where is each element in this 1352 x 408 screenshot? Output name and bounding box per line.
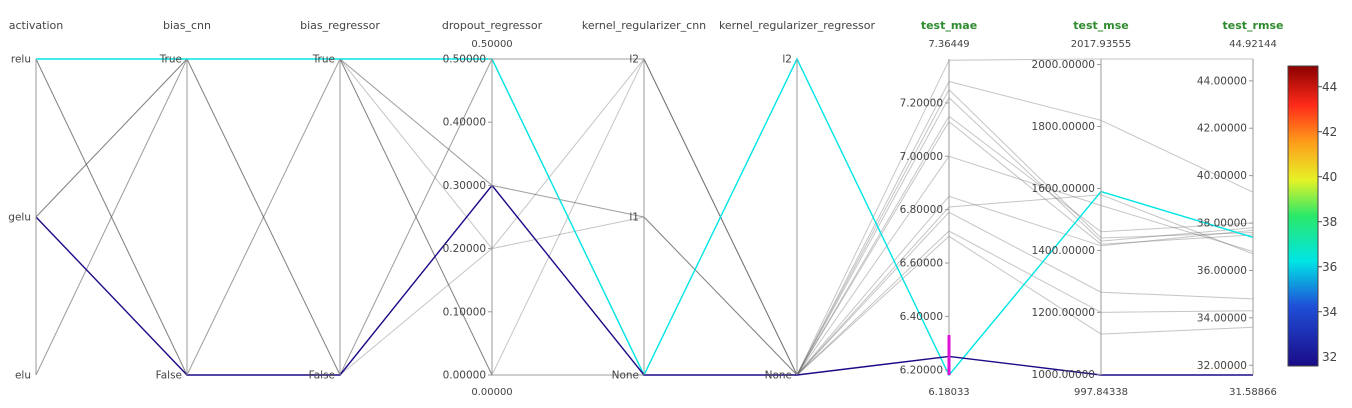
- category-label-l1: l1: [629, 212, 639, 224]
- tick-label: 2000.00000: [1032, 59, 1095, 71]
- category-label-relu: relu: [11, 54, 31, 66]
- tick-label: 1000.00000: [1032, 369, 1095, 381]
- range-min-label: 31.58866: [1229, 387, 1277, 398]
- category-label-false: False: [309, 370, 335, 382]
- range-max-label: 7.36449: [928, 39, 969, 50]
- tick-label: 1200.00000: [1032, 307, 1095, 319]
- tick-label: 44.00000: [1197, 75, 1247, 87]
- tick-label: 6.60000: [900, 258, 943, 270]
- range-min-label: 997.84338: [1074, 387, 1128, 398]
- axis-bias-regressor: bias_regressor True False: [300, 19, 380, 382]
- range-max-label: 0.50000: [471, 39, 512, 50]
- axis-kernel-regularizer-regressor: kernel_regularizer_regressor l2 None: [719, 19, 876, 382]
- tick-label: 0.00000: [443, 370, 486, 382]
- colorbar-tick-label: 32: [1322, 350, 1337, 364]
- range-max-label: 2017.93555: [1071, 39, 1131, 50]
- tick-label: 34.00000: [1197, 312, 1247, 324]
- axis-title[interactable]: bias_regressor: [300, 19, 380, 32]
- axis-title[interactable]: test_mse: [1073, 19, 1129, 32]
- tick-label: 7.00000: [900, 151, 943, 163]
- category-label-true: True: [312, 54, 335, 66]
- tick-label: 40.00000: [1197, 170, 1247, 182]
- tick-label: 0.40000: [443, 117, 486, 129]
- tick-label: 36.00000: [1197, 265, 1247, 277]
- category-label-l2: l2: [782, 54, 792, 66]
- colorbar-tick-label: 42: [1322, 125, 1337, 139]
- category-label-gelu: gelu: [8, 212, 31, 224]
- tick-label: 0.30000: [443, 180, 486, 192]
- tick-label: 6.20000: [900, 364, 943, 376]
- brush-selection[interactable]: [947, 335, 951, 376]
- category-label-true: True: [159, 54, 182, 66]
- tick-label: 1800.00000: [1032, 121, 1095, 133]
- category-label-none: None: [765, 370, 792, 382]
- tick-label: 0.20000: [443, 243, 486, 255]
- axis-title[interactable]: test_mae: [921, 19, 977, 32]
- tick-label: 0.10000: [443, 306, 486, 318]
- axes: activationrelugeluelubias_cnnTrueFalsebi…: [8, 19, 1283, 398]
- tick-label: 6.80000: [900, 204, 943, 216]
- axis-test-rmse: test_rmse 44.92144 31.58866 32.00000 34.0000…: [1197, 19, 1284, 398]
- range-min-label: 6.18033: [928, 387, 969, 398]
- colorbar: 34 36 38 40 42 44 32: [1287, 65, 1337, 367]
- tick-label: 32.00000: [1197, 360, 1247, 372]
- tick-label: 7.20000: [900, 97, 943, 109]
- axis-activation: activation relu gelu elu: [8, 19, 63, 382]
- category-label-elu: elu: [15, 370, 31, 382]
- colorbar-tick-label: 38: [1322, 215, 1337, 229]
- tick-label: 38.00000: [1197, 218, 1247, 230]
- category-label-none: None: [612, 370, 639, 382]
- category-label-false: False: [156, 370, 182, 382]
- range-min-label: 0.00000: [471, 387, 512, 398]
- colorbar-tick-label: 40: [1322, 170, 1337, 184]
- axis-title[interactable]: activation: [9, 19, 64, 32]
- colorbar-tick-label: 36: [1322, 260, 1337, 274]
- range-max-label: 44.92144: [1229, 39, 1277, 50]
- axis-title[interactable]: test_rmse: [1223, 19, 1284, 32]
- colorbar-tick-label: 34: [1322, 305, 1337, 319]
- category-label-l2: l2: [629, 54, 639, 66]
- tick-label: 6.40000: [900, 311, 943, 323]
- axis-kernel-regularizer-cnn: kernel_regularizer_cnn l2 l1 None: [582, 19, 706, 382]
- axis-test-mse: test_mse 2017.93555 997.84338 1000.00000 120…: [1032, 19, 1132, 398]
- axis-title[interactable]: dropout_regressor: [442, 19, 543, 32]
- axis-bias-cnn: bias_cnn True False: [156, 19, 211, 382]
- colorbar-gradient: [1287, 65, 1319, 367]
- tick-label: 1400.00000: [1032, 245, 1095, 257]
- axis-title[interactable]: kernel_regularizer_regressor: [719, 19, 876, 32]
- tick-label: 1600.00000: [1032, 183, 1095, 195]
- tick-label: 42.00000: [1197, 123, 1247, 135]
- axis-test-mae: test_mae 7.36449 6.18033 6.20000 6.40000 6.60…: [900, 19, 978, 398]
- tick-label: 0.50000: [443, 54, 486, 66]
- colorbar-tick-label: 44: [1322, 80, 1337, 94]
- axis-title[interactable]: bias_cnn: [163, 19, 211, 32]
- axis-title[interactable]: kernel_regularizer_cnn: [582, 19, 706, 32]
- axis-dropout-regressor: dropout_regressor 0.50000 0.00000 0.00000 0.…: [442, 19, 543, 398]
